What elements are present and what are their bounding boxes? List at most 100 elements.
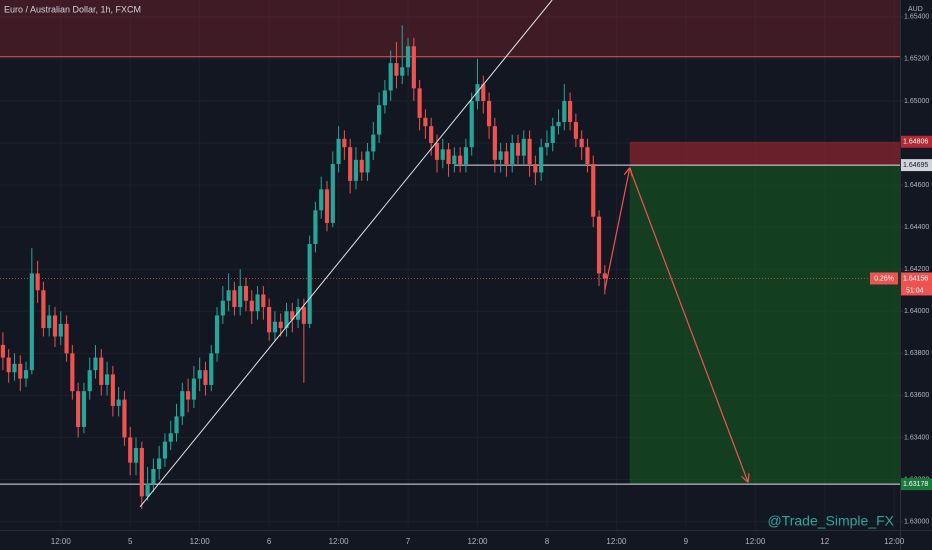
- candle-body: [81, 391, 87, 427]
- x-tick-label: 8: [545, 537, 550, 546]
- candle-body: [342, 138, 347, 148]
- candle-body: [290, 311, 295, 320]
- candle-body: [434, 143, 440, 160]
- x-tick-label: 12:00: [329, 537, 350, 546]
- candle-body: [423, 117, 428, 127]
- x-tick-label: 12:00: [606, 537, 627, 546]
- candle-body: [133, 447, 139, 463]
- candle-body: [562, 100, 567, 122]
- candle-body: [18, 363, 23, 379]
- candle-body: [452, 155, 457, 165]
- candle-body: [272, 321, 278, 333]
- candle-body: [232, 290, 237, 308]
- candle-body: [579, 138, 584, 148]
- candle-body: [128, 437, 133, 463]
- candle-body: [47, 315, 52, 329]
- candle-body: [446, 149, 451, 165]
- candle-body: [220, 300, 225, 316]
- candle-body: [400, 67, 405, 76]
- candle-body: [243, 286, 249, 301]
- candle-body: [365, 151, 370, 173]
- candle-body: [481, 84, 486, 101]
- candle-body: [284, 311, 289, 329]
- countdown: 51:04: [906, 287, 924, 294]
- candle-body: [533, 164, 538, 173]
- y-tick-label: 1.64000: [904, 308, 929, 315]
- candle-body: [585, 147, 590, 165]
- candle-body: [151, 469, 156, 484]
- y-tick-label: 1.64200: [904, 266, 929, 273]
- candle-body: [6, 357, 11, 373]
- y-tick-label: 1.63600: [904, 392, 929, 399]
- candle-body: [168, 433, 173, 442]
- candle-body: [469, 100, 474, 148]
- candle-body: [573, 121, 578, 139]
- x-tick-label: 6: [267, 537, 272, 546]
- price-label-box: [901, 478, 932, 491]
- candle-body: [238, 286, 243, 308]
- x-tick-label: 12:00: [51, 537, 72, 546]
- candle-body: [359, 159, 364, 173]
- y-tick-label: 1.63400: [904, 434, 929, 441]
- candle-body: [394, 63, 399, 76]
- candle-body: [504, 151, 509, 165]
- candle-body: [336, 138, 341, 165]
- candle-body: [295, 307, 301, 320]
- candle-body: [353, 159, 359, 181]
- candle-body: [139, 447, 144, 497]
- candle-body: [348, 147, 353, 181]
- price-label-box: [901, 272, 932, 285]
- y-tick-label: 1.64600: [904, 182, 929, 189]
- price-label: 1.64806: [903, 139, 928, 146]
- candle-body: [539, 147, 544, 173]
- x-tick-label: 12: [820, 537, 829, 546]
- candle-body: [70, 353, 75, 392]
- candle-body: [602, 273, 607, 279]
- y-tick-label: 1.65000: [904, 98, 929, 105]
- candle-body: [515, 143, 521, 156]
- candle-body: [23, 370, 29, 379]
- watermark: @Trade_Simple_FX: [767, 513, 894, 529]
- candle-body: [110, 374, 115, 406]
- candle-body: [313, 210, 318, 244]
- candle-body: [458, 155, 463, 165]
- candle-body: [301, 307, 306, 324]
- candle-body: [41, 290, 46, 329]
- candle-body: [527, 138, 532, 165]
- candle-body: [157, 458, 162, 470]
- candle-body: [440, 149, 445, 160]
- x-tick-label: 5: [128, 537, 133, 546]
- y-tick-label: 1.64400: [904, 224, 929, 231]
- candle-body: [104, 374, 110, 385]
- target-zone: [629, 165, 900, 485]
- candle-body: [209, 353, 214, 385]
- candle-body: [12, 363, 17, 373]
- candle-body: [267, 307, 272, 333]
- x-tick-label: 7: [406, 537, 411, 546]
- y-tick-label: 1.65200: [904, 56, 929, 63]
- x-tick-label: 9: [684, 537, 689, 546]
- candle-body: [0, 344, 5, 358]
- candle-body: [463, 147, 468, 165]
- candle-body: [214, 315, 220, 354]
- candle-body: [492, 126, 497, 160]
- y-tick-label: 1.63000: [904, 518, 929, 525]
- candle-body: [249, 300, 254, 312]
- candle-body: [64, 323, 69, 354]
- price-label: 1.64695: [903, 162, 928, 169]
- candle-body: [122, 399, 127, 438]
- candle-body: [429, 126, 434, 144]
- candle-body: [307, 243, 312, 324]
- candle-body: [191, 378, 196, 400]
- candle-body: [556, 121, 561, 127]
- candle-body: [544, 143, 550, 148]
- candle-body: [29, 273, 34, 371]
- candle-body: [371, 134, 376, 152]
- chart-title: Euro / Australian Dollar, 1h, FXCM: [4, 4, 141, 14]
- candle-body: [261, 294, 266, 308]
- trend-line: [139, 0, 553, 508]
- candle-body: [319, 189, 324, 211]
- x-tick-label: 12:00: [884, 537, 905, 546]
